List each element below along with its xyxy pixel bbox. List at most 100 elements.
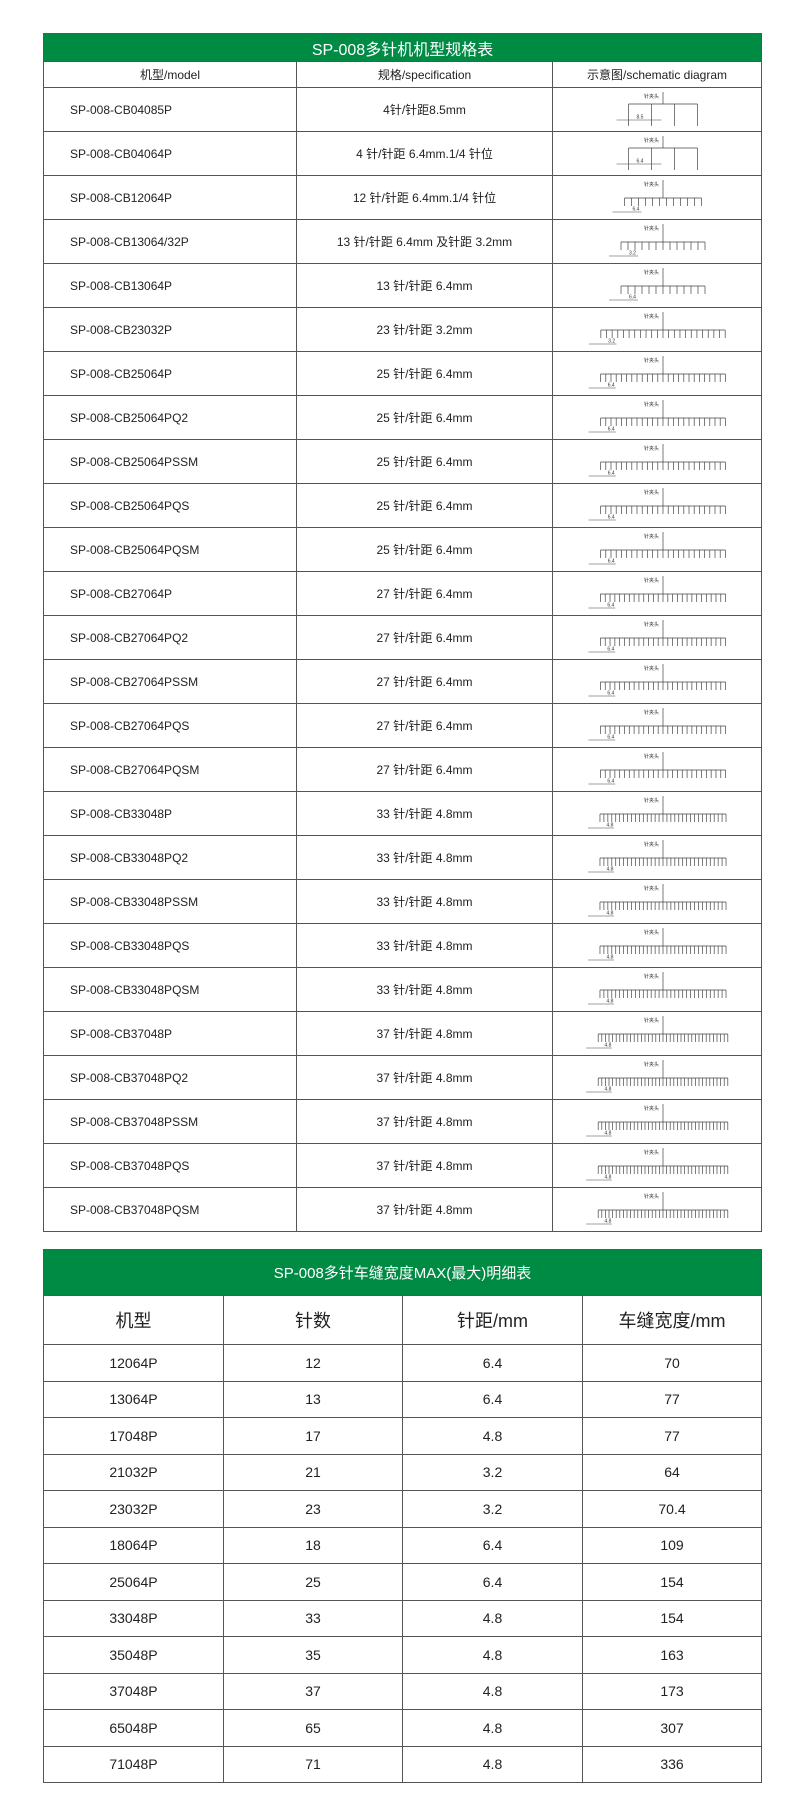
table-row: SP-008-CB25064PQS 25 针/针距 6.4mm 针夹头 6.4 [43,483,763,528]
table-row: SP-008-CB25064P 25 针/针距 6.4mm 针夹头 6.4 [43,351,763,396]
pitch-label: 6.4 [607,690,614,696]
model-cell: SP-008-CB27064PQS [43,703,297,748]
spec-cell: 25 针/针距 6.4mm [296,527,553,572]
pitch-label: 8.5 [637,114,644,120]
table-row: 35048P 35 4.8 163 [43,1636,763,1674]
pitch-label: 6.4 [633,206,640,212]
pitch-label: 6.4 [608,382,615,388]
needle-count-cell: 13 [223,1380,403,1418]
width-cell: 77 [581,1417,763,1455]
header-diagram: 示意图/schematic diagram [551,61,763,88]
table-row: SP-008-CB25064PQSM 25 针/针距 6.4mm 针夹头 6.4 [43,527,763,572]
spec-cell: 25 针/针距 6.4mm [296,439,553,484]
pitch-label: 4.8 [606,954,613,960]
diagram-cell: 针夹头 4.8 [551,835,763,880]
diagram-cell: 针夹头 6.4 [551,527,763,572]
clamp-label: 针夹头 [644,621,659,628]
table-row: 13064P 13 6.4 77 [43,1380,763,1418]
table-row: SP-008-CB13064P 13 针/针距 6.4mm 针夹头 6.4 [43,263,763,308]
diagram-cell: 针夹头 6.4 [551,439,763,484]
pitch-label: 6.4 [637,158,644,164]
comb-schematic: 针夹头 4.8 [586,1059,729,1092]
table-row: 25064P 25 6.4 154 [43,1563,763,1601]
pitch-cell: 4.8 [402,1672,583,1710]
header-model: 机型/model [43,61,297,88]
width-cell: 70 [581,1344,763,1382]
pitch-label: 4.8 [605,1218,612,1224]
spec-table-title: SP-008多针机机型规格表 [42,33,763,62]
needle-count-cell: 25 [223,1563,403,1601]
table-row: SP-008-CB33048PQSM 33 针/针距 4.8mm 针夹头 4.8 [43,967,763,1012]
spec-cell: 25 针/针距 6.4mm [296,483,553,528]
pitch-cell: 4.8 [402,1709,583,1747]
width-cell: 163 [581,1636,763,1674]
pitch-label: 4.8 [605,1086,612,1092]
clamp-label: 针夹头 [644,1061,659,1068]
table-row: 71048P 71 4.8 336 [43,1745,763,1783]
pitch-cell: 4.8 [402,1745,583,1783]
comb-schematic: 针夹头 6.4 [588,399,726,432]
clamp-label: 针夹头 [644,357,659,364]
spec-cell: 37 针/针距 4.8mm [296,1143,553,1188]
spec-cell: 27 针/针距 6.4mm [296,571,553,616]
comb-schematic: 针夹头 6.4 [588,751,726,784]
header-needle-count: 针数 [223,1295,403,1345]
spec-cell: 33 针/针距 4.8mm [296,791,553,836]
comb-schematic: 针夹头 6.4 [609,267,706,300]
model-cell: SP-008-CB27064P [43,571,297,616]
table-row: SP-008-CB04085P 4针/针距8.5mm 针夹头 8.5 [43,87,763,132]
comb-schematic: 针夹头 8.5 [616,91,698,126]
needle-count-cell: 23 [223,1490,403,1528]
clamp-label: 针夹头 [644,489,659,496]
model-cell: 21032P [43,1453,224,1491]
diagram-cell: 针夹头 4.8 [551,879,763,924]
comb-schematic: 针夹头 6.4 [588,487,726,520]
spec-cell: 13 针/针距 6.4mm 及针距 3.2mm [296,219,553,264]
model-cell: SP-008-CB33048P [43,791,297,836]
pitch-label: 6.4 [607,734,614,740]
clamp-label: 针夹头 [644,137,659,144]
spec-cell: 33 针/针距 4.8mm [296,835,553,880]
pitch-label: 6.4 [607,602,614,608]
clamp-label: 针夹头 [644,841,659,848]
clamp-label: 针夹头 [644,401,659,408]
clamp-label: 针夹头 [644,665,659,672]
model-cell: SP-008-CB25064P [43,351,297,396]
model-cell: 37048P [43,1672,224,1710]
clamp-label: 针夹头 [644,709,659,716]
table-row: 33048P 33 4.8 154 [43,1599,763,1637]
diagram-cell: 针夹头 6.4 [551,395,763,440]
model-cell: 23032P [43,1490,224,1528]
table-row: SP-008-CB33048PQ2 33 针/针距 4.8mm 针夹头 4.8 [43,835,763,880]
model-cell: SP-008-CB25064PQSM [43,527,297,572]
spec-cell: 37 针/针距 4.8mm [296,1055,553,1100]
diagram-cell: 针夹头 6.4 [551,747,763,792]
table-row: SP-008-CB13064/32P 13 针/针距 6.4mm 及针距 3.2… [43,219,763,264]
table-row: SP-008-CB33048PSSM 33 针/针距 4.8mm 针夹头 4.8 [43,879,763,924]
model-cell: 65048P [43,1709,224,1747]
table-row: SP-008-CB04064P 4 针/针距 6.4mm.1/4 针位 针夹头 6… [43,131,763,176]
model-cell: SP-008-CB25064PQ2 [43,395,297,440]
pitch-label: 4.8 [605,1042,612,1048]
spec-cell: 4 针/针距 6.4mm.1/4 针位 [296,131,553,176]
clamp-label: 针夹头 [644,93,659,100]
spec-cell: 33 针/针距 4.8mm [296,923,553,968]
model-cell: 33048P [43,1599,224,1637]
model-cell: SP-008-CB04064P [43,131,297,176]
pitch-label: 3.2 [608,338,615,344]
model-cell: SP-008-CB37048PSSM [43,1099,297,1144]
clamp-label: 针夹头 [644,1017,659,1024]
model-cell: SP-008-CB37048P [43,1011,297,1056]
width-cell: 307 [581,1709,763,1747]
model-cell: SP-008-CB25064PSSM [43,439,297,484]
spec-cell: 37 针/针距 4.8mm [296,1187,553,1232]
comb-schematic: 针夹头 4.8 [587,883,727,916]
clamp-label: 针夹头 [644,1193,659,1200]
diagram-cell: 针夹头 6.4 [551,263,763,308]
clamp-label: 针夹头 [644,445,659,452]
clamp-label: 针夹头 [644,797,659,804]
spec-cell: 23 针/针距 3.2mm [296,307,553,352]
diagram-cell: 针夹头 6.4 [551,175,763,220]
spec-cell: 27 针/针距 6.4mm [296,659,553,704]
pitch-label: 3.2 [629,250,636,256]
